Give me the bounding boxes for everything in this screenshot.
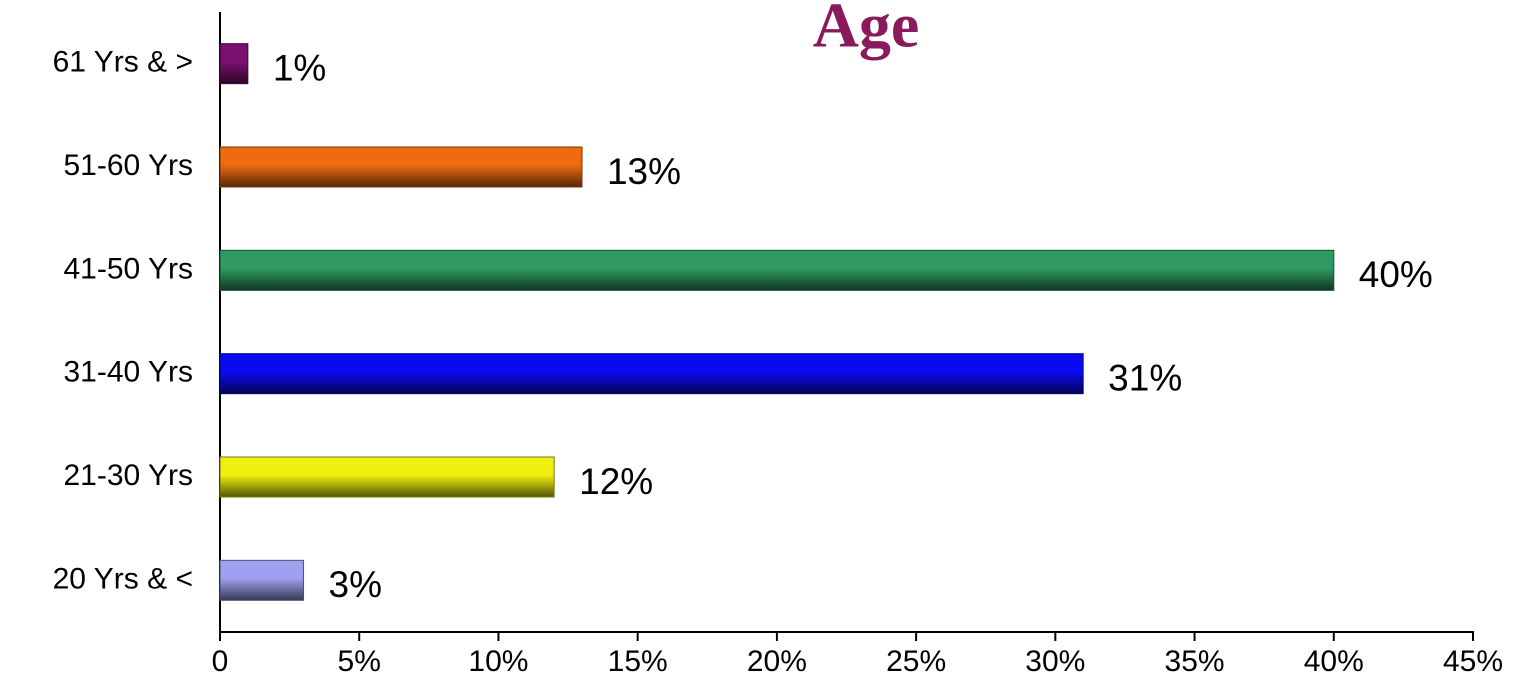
x-tick-label: 40% [1304,645,1364,678]
x-tick-label: 15% [608,645,668,678]
x-tick-label: 30% [1025,645,1085,678]
data-label: 12% [579,461,653,502]
y-tick-label: 31-40 Yrs [63,356,193,389]
x-tick-label: 45% [1443,645,1503,678]
x-tick-label: 25% [886,645,946,678]
y-tick-label: 61 Yrs & > [53,46,193,79]
x-tick-label: 0 [212,645,229,678]
x-tick-label: 20% [747,645,807,678]
y-tick-label: 51-60 Yrs [63,149,193,182]
bar [219,43,249,85]
y-tick-label: 20 Yrs & < [53,562,193,595]
bar [219,146,583,188]
chart-title: Age [813,0,920,61]
data-label: 3% [329,564,382,605]
data-label: 13% [607,151,681,192]
x-tick-label: 35% [1165,645,1225,678]
bar [219,249,1335,291]
bar [219,456,555,498]
data-label: 1% [273,47,326,88]
x-tick-label: 10% [468,645,528,678]
data-label: 40% [1359,254,1433,295]
data-label: 31% [1108,357,1182,398]
y-tick-label: 21-30 Yrs [63,459,193,492]
bar [219,353,1084,395]
bar [219,559,305,601]
y-tick-label: 41-50 Yrs [63,252,193,285]
x-tick-label: 5% [338,645,381,678]
